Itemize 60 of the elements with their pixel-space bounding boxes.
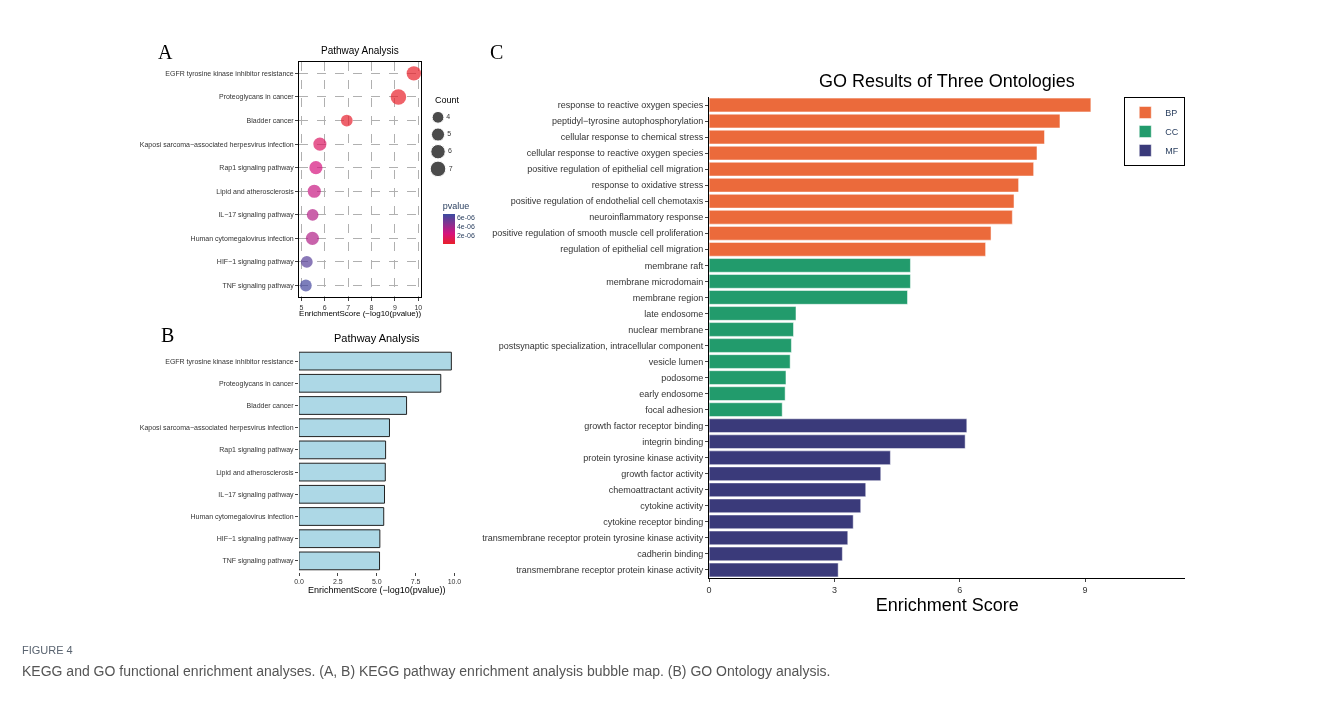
y-tick-label: cellular response to reactive oxygen species	[526, 148, 704, 159]
y-tick-label: membrane raft	[644, 260, 704, 271]
y-tick-label: transmembrane receptor protein kinase activity	[516, 565, 704, 576]
legend-title: Count	[435, 95, 460, 105]
bar	[299, 440, 387, 460]
y-tick-label: growth factor activity	[621, 468, 704, 479]
y-tick-label: response to reactive oxygen species	[557, 100, 704, 111]
y-tick-label: peptidyl−tyrosine autophosphorylation	[551, 116, 704, 127]
x-axis-title: EnrichmentScore (−log10(pvalue))	[299, 309, 422, 318]
text: FIGURE 4	[22, 644, 73, 656]
x-tick-label: 6	[957, 584, 963, 595]
bar	[299, 529, 381, 549]
y-tick-label: chemoattractant activity	[608, 484, 704, 495]
y-tick-label: late endosome	[644, 308, 704, 319]
legend-label: CC	[1165, 127, 1179, 138]
x-axis-title: Enrichment Score	[875, 594, 1019, 615]
x-tick-label: 0	[706, 584, 712, 595]
text: KEGG and GO functional enrichment analyses. (A, B) KEGG pathway enrichment analysis bubble map. (B) GO Ontology analysis.	[22, 663, 831, 679]
x-tick-label: 3	[831, 584, 837, 595]
bar	[299, 351, 452, 371]
y-tick-label: membrane region	[632, 292, 704, 303]
y-tick-label: membrane microdomain	[606, 276, 704, 287]
y-tick-label: integrin binding	[642, 436, 704, 447]
chart-title: Pathway Analysis	[334, 332, 421, 344]
y-tick-label: nuclear membrane	[628, 324, 704, 335]
x-tick-label: 9	[1082, 584, 1088, 595]
y-tick-label: focal adhesion	[645, 404, 704, 415]
y-tick-label: cytokine activity	[640, 501, 704, 511]
y-tick-label: cadherin binding	[637, 549, 704, 560]
bar	[299, 396, 408, 415]
y-tick-label: positive regulation of endothelial cell chemotaxis	[510, 196, 704, 207]
y-tick-label: regulation of epithelial cell migration	[560, 244, 704, 255]
y-tick-label: early endosome	[639, 388, 704, 399]
y-tick-label: cytokine receptor binding	[603, 517, 704, 528]
text: B	[161, 324, 175, 346]
y-tick-label: positive regulation of smooth muscle cell proliferation	[492, 228, 704, 239]
bar	[299, 551, 381, 571]
color-bar-title: pvalue	[442, 200, 470, 211]
x-axis-title: EnrichmentScore (−log10(pvalue))	[308, 585, 446, 596]
y-tick-label: podosome	[661, 372, 704, 383]
text: C	[490, 41, 504, 63]
y-tick-label: postsynaptic specialization, intracellular component	[498, 340, 704, 351]
y-tick-label: vesicle lumen	[648, 356, 704, 367]
bar	[299, 462, 386, 482]
bar	[299, 484, 385, 504]
text: A	[158, 41, 173, 63]
y-tick-label: cellular response to chemical stress	[560, 132, 704, 143]
y-tick-label: neuroinflammatory response	[589, 212, 704, 223]
chart-title: Pathway Analysis	[321, 45, 399, 56]
bar	[299, 507, 385, 526]
bar	[299, 418, 390, 438]
legend-label: MF	[1165, 146, 1179, 157]
bar	[299, 373, 442, 393]
chart-title: GO Results of Three Ontologies	[819, 71, 1075, 91]
y-tick-label: growth factor receptor binding	[584, 420, 704, 431]
y-tick-label: positive regulation of epithelial cell migration	[527, 164, 704, 175]
y-tick-label: transmembrane receptor protein tyrosine kinase activity	[482, 533, 704, 544]
y-tick-label: response to oxidative stress	[591, 180, 704, 191]
y-tick-label: protein tyrosine kinase activity	[583, 452, 704, 463]
legend-label: BP	[1165, 108, 1178, 119]
